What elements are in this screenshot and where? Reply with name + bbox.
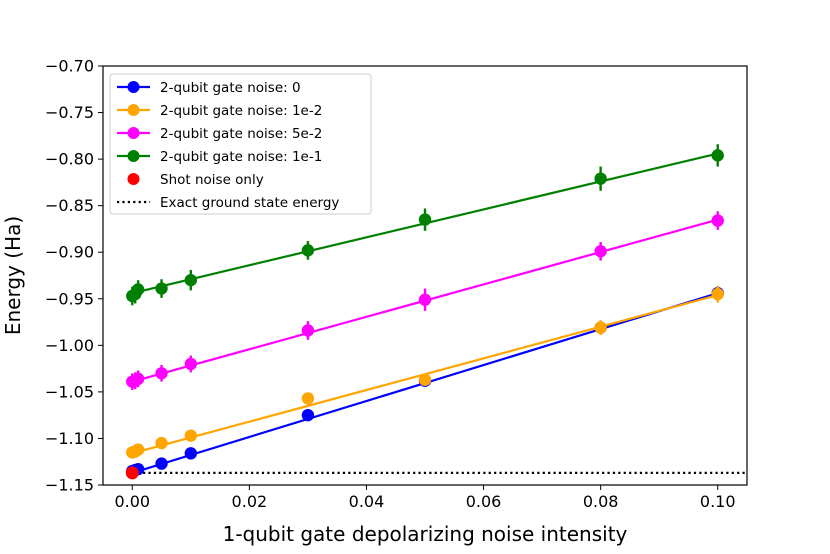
- x-axis-label: 1-qubit gate depolarizing noise intensit…: [223, 522, 628, 546]
- shot-noise-point: [125, 466, 139, 480]
- legend-marker-swatch: [127, 81, 140, 93]
- data-point: [418, 293, 432, 306]
- series-3: [126, 144, 724, 306]
- y-tick-label: −0.70: [45, 57, 94, 76]
- data-point: [594, 172, 607, 185]
- legend-entry: Shot noise only: [127, 172, 264, 188]
- legend-entry: Exact ground state energy: [117, 195, 339, 211]
- data-point: [155, 436, 168, 450]
- data-point: [131, 443, 145, 456]
- data-point: [594, 321, 607, 334]
- data-point: [418, 213, 432, 226]
- x-tick-label: 0.10: [700, 492, 736, 511]
- y-tick-label: −0.90: [45, 243, 94, 262]
- data-point: [711, 214, 724, 227]
- y-tick-label: −0.95: [45, 289, 94, 308]
- data-point: [301, 244, 315, 257]
- series-1: [126, 285, 724, 459]
- data-point: [155, 282, 168, 295]
- x-tick-label: 0.00: [114, 492, 150, 511]
- data-point: [184, 447, 198, 460]
- x-tick-label: 0.04: [349, 492, 385, 511]
- x-tick-label: 0.08: [583, 492, 619, 511]
- axes-frame: [102, 65, 748, 486]
- legend-marker-swatch: [127, 173, 140, 185]
- legend: 2-qubit gate noise: 0 2-qubit gate noise:…: [109, 73, 372, 215]
- legend-entry: 2-qubit gate noise: 1e-2: [117, 103, 322, 119]
- data-point: [711, 287, 724, 301]
- y-tick-label: −0.85: [45, 196, 94, 215]
- data-point: [594, 245, 607, 258]
- y-axis-label: Energy (Ha): [1, 216, 25, 335]
- data-point: [184, 429, 198, 442]
- x-tick-label: 0.06: [466, 492, 502, 511]
- data-point: [418, 373, 432, 386]
- legend-label: 2-qubit gate noise: 5e-2: [160, 126, 322, 142]
- y-tick-label: −0.75: [45, 103, 94, 122]
- legend-marker-swatch: [127, 104, 140, 116]
- legend-label: 2-qubit gate noise: 0: [160, 80, 301, 96]
- axis-ticks: 0.00 0.02 0.04 0.06 0.08 0.10 −1.15 −1.10 −1.05 −…: [45, 57, 736, 512]
- x-tick-label: 0.02: [232, 492, 268, 511]
- y-tick-label: −1.05: [45, 382, 94, 401]
- data-point: [184, 357, 198, 371]
- legend-label: 2-qubit gate noise: 1e-1: [160, 149, 322, 165]
- legend-entry: 2-qubit gate noise: 5e-2: [117, 126, 322, 142]
- legend-box: [109, 73, 372, 215]
- data-point: [131, 283, 145, 296]
- data-point: [155, 367, 168, 380]
- data-point: [155, 457, 168, 470]
- data-point: [301, 408, 315, 422]
- y-tick-label: −1.15: [45, 476, 94, 495]
- legend-entry: 2-qubit gate noise: 1e-1: [117, 149, 322, 165]
- legend-marker-swatch: [127, 150, 140, 162]
- legend-label: 2-qubit gate noise: 1e-2: [160, 103, 322, 119]
- y-tick-label: −1.00: [45, 336, 94, 355]
- series-2: [126, 211, 724, 391]
- y-tick-label: −1.10: [45, 429, 94, 448]
- data-point: [301, 392, 315, 405]
- legend-label: Shot noise only: [160, 172, 264, 188]
- legend-label: Exact ground state energy: [160, 195, 339, 211]
- plot-area: [125, 144, 747, 480]
- y-tick-label: −0.80: [45, 150, 94, 169]
- data-point: [711, 149, 724, 162]
- legend-entry: 2-qubit gate noise: 0: [117, 80, 301, 96]
- data-point: [301, 324, 315, 337]
- data-point: [184, 273, 198, 287]
- legend-marker-swatch: [127, 127, 140, 139]
- data-point: [131, 372, 145, 386]
